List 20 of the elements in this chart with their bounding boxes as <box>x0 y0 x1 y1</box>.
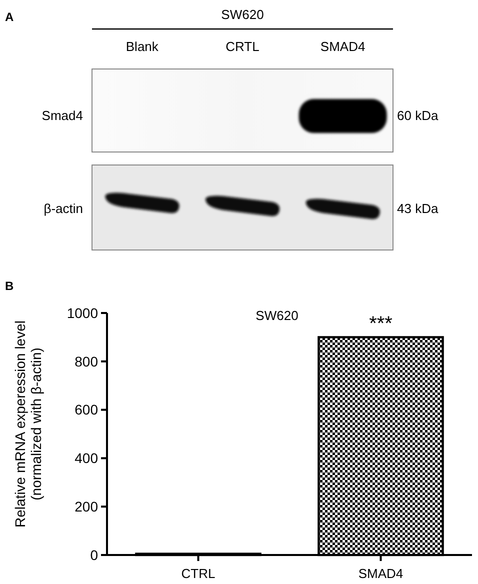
annotation: SW620 <box>256 308 298 323</box>
category-label: CRTL <box>226 39 260 54</box>
text: SW620 <box>221 7 264 22</box>
y-tick-label: 1000 <box>66 304 98 321</box>
text: 43 kDa <box>397 201 439 216</box>
category-label: SMAD4 <box>320 39 366 54</box>
y-tick-label: 400 <box>74 450 98 466</box>
y-tick-label: 200 <box>74 498 98 514</box>
y-tick-label: 800 <box>74 353 98 370</box>
y-tick-label: 600 <box>74 402 98 418</box>
annotation: *** <box>369 313 393 336</box>
text: Smad4 <box>42 108 83 123</box>
text: A <box>5 10 14 24</box>
text: B <box>5 279 14 293</box>
text: 60 kDa <box>397 108 439 123</box>
x-tick-label: CTRL <box>181 566 216 581</box>
text: β-actin <box>44 201 83 216</box>
category-label: Blank <box>126 39 159 54</box>
y-tick-label: 0 <box>90 546 98 563</box>
y-axis-title: Relative mRNA experession level (normalized with β-actin) <box>12 320 44 528</box>
